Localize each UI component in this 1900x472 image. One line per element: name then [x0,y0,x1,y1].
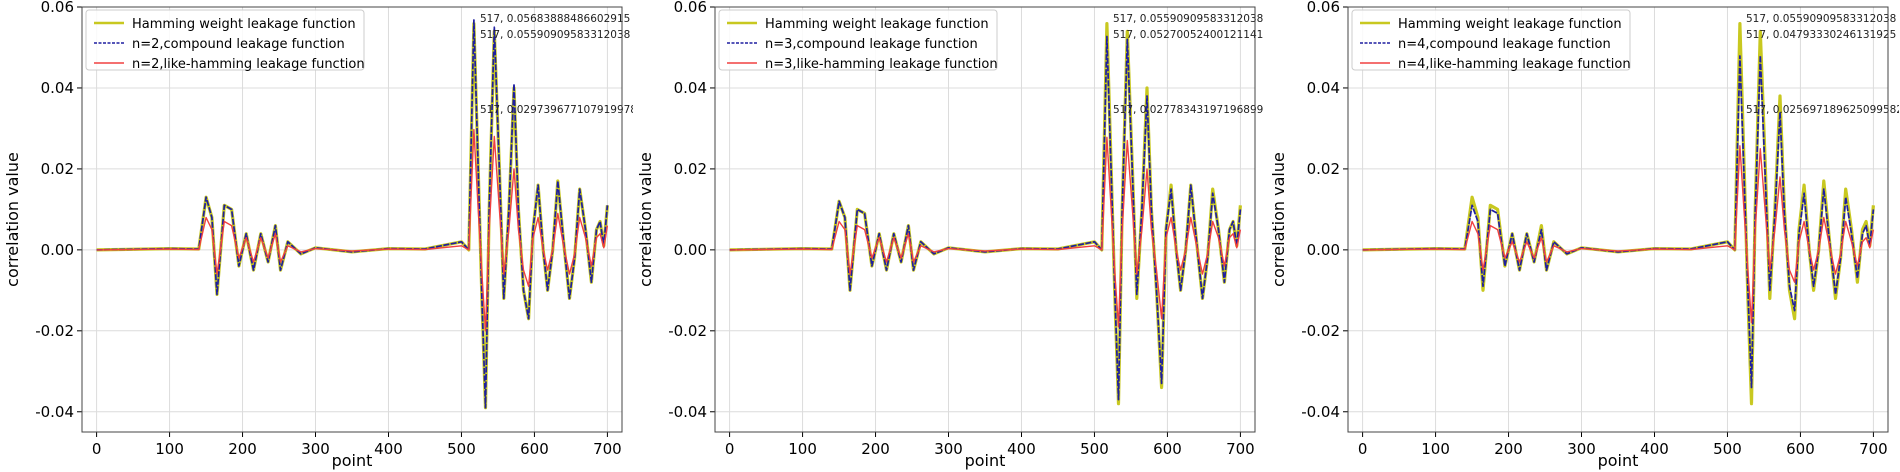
y-axis-label: correlation value [636,152,655,287]
annotation-label: 517, 0.05590909583312038 [1113,13,1263,25]
y-tick-label: 0.02 [1307,160,1340,178]
x-tick-label: 200 [1494,440,1523,458]
legend-box [1351,9,1631,71]
y-tick-label: -0.04 [35,403,74,421]
x-tick-label: 100 [1421,440,1450,458]
series-line-1 [729,22,1242,406]
x-tick-label: 300 [1567,440,1596,458]
plot-frame [81,6,623,433]
chart-panel-2: 0 100 200 300 400 500 600 700 -0.04 -0.02 0.00 0.02… [636,0,1263,470]
x-tick-label: 300 [301,440,330,458]
y-tick-label: 0.06 [674,0,707,16]
series-line-3 [1362,145,1875,324]
legend-box [85,9,365,71]
y-tick-label: 0.04 [1307,79,1340,97]
annotation-label: 517, 0.04793330246131925 [1746,29,1896,41]
y-tick-label: -0.02 [668,322,707,340]
x-tick-label: 500 [447,440,476,458]
legend-entry: n=4,compound leakage function [1398,37,1611,52]
legend-entry: Hamming weight leakage function [1398,17,1622,32]
annotations: 517, 0.05590909583312038 517, 0.052700524… [1113,13,1263,116]
axes: 0 100 200 300 400 500 600 700 -0.04 -0.02 0.00 0.02… [35,0,622,458]
legend-entry: n=3,compound leakage function [765,37,978,52]
annotation-label: 517, 0.02778343197196899 [1113,104,1263,116]
plot-frame [714,6,1256,433]
annotation-label: 517, 0.029739677107919978 [480,104,633,116]
x-axis-label: point [332,451,373,470]
chart-panel-3: 0 100 200 300 400 500 600 700 -0.04 -0.02 0.00 0.02… [1269,0,1899,470]
x-tick-label: 600 [520,440,549,458]
y-tick-label: 0.06 [1307,0,1340,16]
x-tick-label: 400 [1007,440,1036,458]
legend-entry: n=4,like-hamming leakage function [1398,57,1631,72]
x-tick-label: 100 [788,440,817,458]
series-lines [729,22,1242,406]
legend-entry: n=2,like-hamming leakage function [132,57,365,72]
y-tick-label: 0.06 [41,0,74,16]
x-tick-label: 200 [861,440,890,458]
y-tick-label: 0.04 [674,79,707,97]
y-tick-label: -0.04 [668,403,707,421]
annotation-label: 517, 0.05270052400121141 [1113,29,1263,41]
y-tick-label: 0.04 [41,79,74,97]
y-tick-label: 0.02 [674,160,707,178]
axes: 0 100 200 300 400 500 600 700 -0.04 -0.02 0.00 0.02… [1301,0,1888,458]
x-axis-label: point [965,451,1006,470]
legend: Hamming weight leakage function n=3,compo… [718,9,998,72]
x-tick-label: 600 [1786,440,1815,458]
series-line-1 [1362,22,1875,406]
x-tick-label: 400 [374,440,403,458]
chart-panel-1: 0 100 200 300 400 500 600 700 -0.04 -0.02 0.00 0.02… [3,0,633,470]
legend: Hamming weight leakage function n=4,compo… [1351,9,1631,72]
y-tick-label: 0.00 [674,241,707,259]
x-tick-label: 500 [1713,440,1742,458]
x-tick-label: 100 [155,440,184,458]
x-tick-label: 300 [934,440,963,458]
x-tick-label: 400 [1640,440,1669,458]
y-tick-label: -0.02 [35,322,74,340]
annotation-label: 517, 0.05590909583312038 [480,29,630,41]
x-tick-label: 0 [1358,440,1368,458]
x-tick-label: 700 [593,440,622,458]
legend-entry: Hamming weight leakage function [132,17,356,32]
series-line-3 [729,136,1242,328]
y-tick-label: -0.02 [1301,322,1340,340]
annotation-label: 517, 0.025697189625099582 [1746,104,1899,116]
legend-entry: n=2,compound leakage function [132,37,345,52]
x-tick-label: 700 [1859,440,1888,458]
legend: Hamming weight leakage function n=2,compo… [85,9,365,72]
x-tick-label: 500 [1080,440,1109,458]
series-lines [96,19,609,410]
y-tick-label: 0.00 [1307,241,1340,259]
y-tick-label: -0.04 [1301,403,1340,421]
y-axis-label: correlation value [3,152,22,287]
x-tick-label: 700 [1226,440,1255,458]
y-axis-label: correlation value [1269,152,1288,287]
legend-entry: n=3,like-hamming leakage function [765,57,998,72]
axes: 0 100 200 300 400 500 600 700 -0.04 -0.02 0.00 0.02… [668,0,1255,458]
x-tick-label: 0 [92,440,102,458]
series-line-1 [96,22,609,410]
annotations: 517, 0.05683888486602915 517, 0.055909095… [480,13,633,116]
annotations: 517, 0.05590909583312038 517, 0.047933302… [1746,13,1899,116]
x-axis-label: point [1598,451,1639,470]
series-line-3 [96,128,609,332]
x-tick-label: 200 [228,440,257,458]
y-tick-label: 0.00 [41,241,74,259]
plot-frame [1347,6,1889,433]
legend-entry: Hamming weight leakage function [765,17,989,32]
legend-box [718,9,998,71]
x-tick-label: 0 [725,440,735,458]
annotation-label: 517, 0.05683888486602915 [480,13,630,25]
series-lines [1362,22,1875,406]
y-tick-label: 0.02 [41,160,74,178]
x-tick-label: 600 [1153,440,1182,458]
annotation-label: 517, 0.05590909583312038 [1746,13,1896,25]
series-line-2 [96,19,609,409]
